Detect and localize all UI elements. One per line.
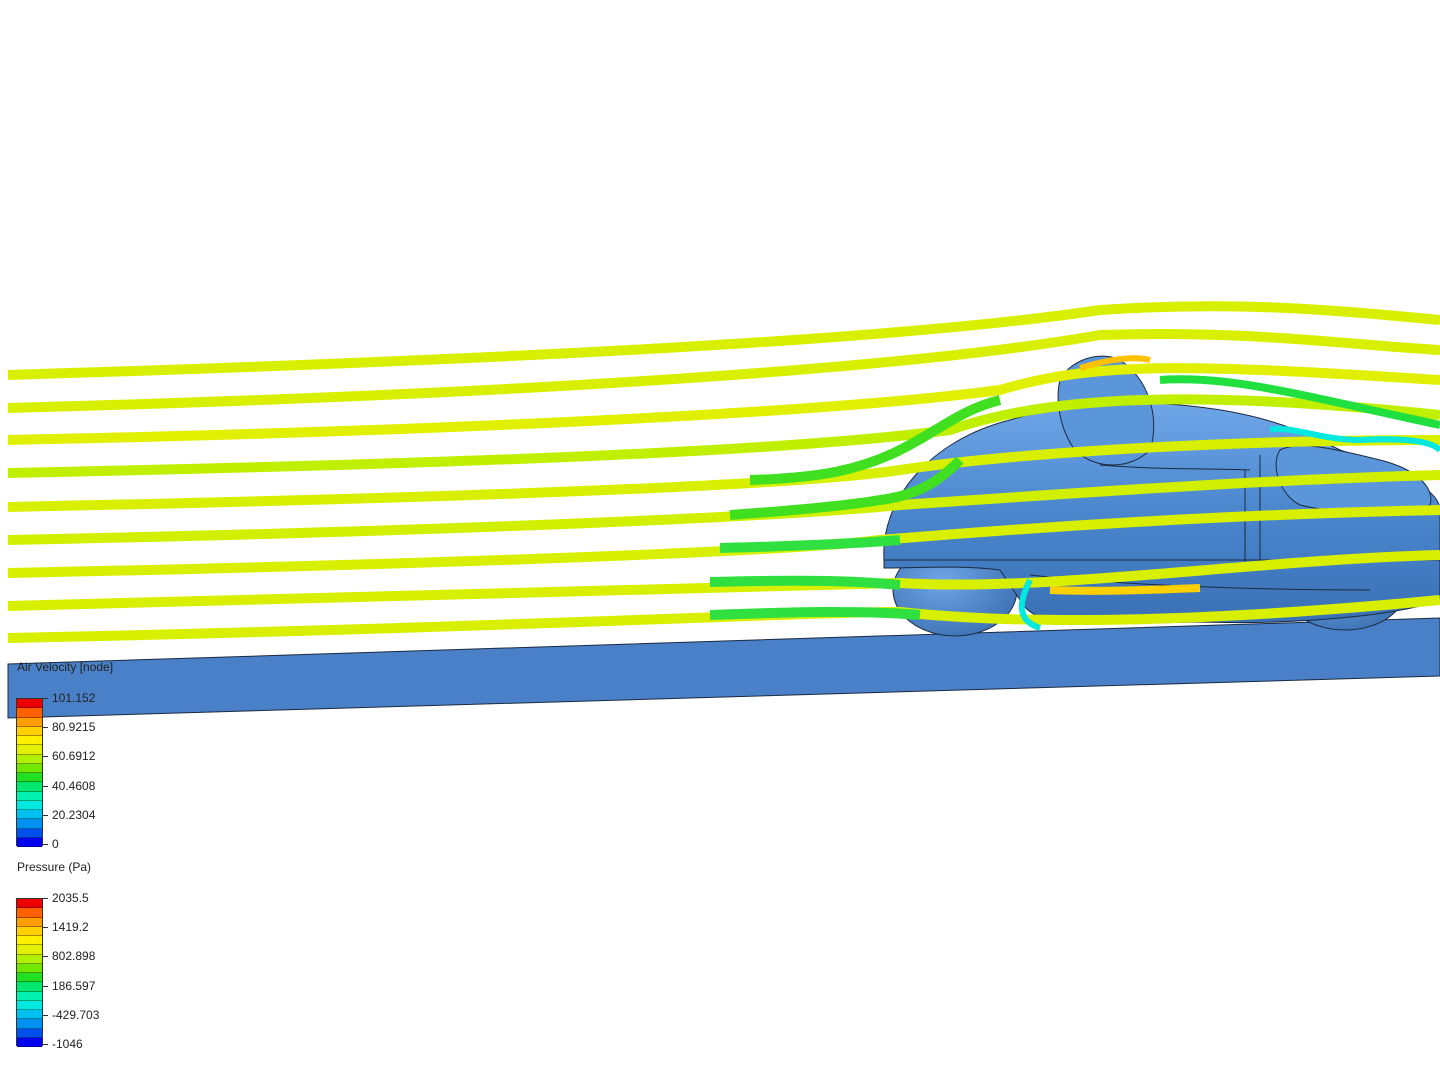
streamline xyxy=(709,575,901,590)
legend-tick xyxy=(43,756,48,758)
streamline xyxy=(749,395,1002,485)
legend-tick xyxy=(43,927,48,929)
legend-tick xyxy=(43,1044,48,1045)
color-band xyxy=(17,908,42,918)
legend-tick xyxy=(43,727,48,729)
color-band xyxy=(17,828,42,838)
legend-tick-label: 2035.5 xyxy=(52,891,89,905)
color-band xyxy=(17,954,42,964)
legend-tick-label: 0 xyxy=(52,837,59,851)
velocity-color-bar xyxy=(16,698,43,847)
color-band xyxy=(17,726,42,736)
color-band xyxy=(17,1019,42,1029)
legend-tick-label: -429.703 xyxy=(52,1007,100,1022)
color-band xyxy=(17,717,42,727)
legend-tick-label: 40.4608 xyxy=(52,778,96,793)
streamline xyxy=(7,470,1440,545)
color-band xyxy=(17,1010,42,1020)
pressure-legend-title: Pressure (Pa) xyxy=(17,860,92,874)
color-band xyxy=(17,936,42,946)
streamline xyxy=(7,363,1440,445)
streamline xyxy=(7,329,1440,413)
streamlines xyxy=(7,301,1440,643)
streamline xyxy=(729,456,964,520)
color-band xyxy=(17,773,42,783)
streamline xyxy=(1269,426,1440,453)
color-band xyxy=(17,736,42,746)
color-band xyxy=(17,791,42,801)
vehicle-model xyxy=(883,355,1440,637)
legend-tick-label: 101.152 xyxy=(52,691,96,705)
color-band xyxy=(17,837,42,847)
streamline xyxy=(709,606,921,620)
color-band xyxy=(17,810,42,820)
legend-tick-label: 1419.2 xyxy=(52,920,89,935)
color-band xyxy=(17,917,42,927)
streamline xyxy=(1049,584,1201,595)
color-band xyxy=(17,819,42,829)
color-band xyxy=(17,763,42,773)
legend-tick-label: -1046 xyxy=(52,1037,83,1051)
color-band xyxy=(17,982,42,992)
pressure-color-bar xyxy=(16,898,43,1047)
color-band xyxy=(17,708,42,718)
color-band xyxy=(17,1037,42,1047)
legend-tick-label: 186.597 xyxy=(52,978,96,993)
streamline xyxy=(1018,578,1042,631)
legend-tick xyxy=(43,698,48,699)
color-band xyxy=(17,926,42,936)
color-band xyxy=(17,782,42,792)
legend-tick-label: 802.898 xyxy=(52,949,96,964)
color-band xyxy=(17,800,42,810)
color-band xyxy=(17,754,42,764)
legend-tick xyxy=(43,814,48,816)
legend-tick xyxy=(43,844,48,845)
streamline xyxy=(1079,355,1151,371)
streamline xyxy=(7,394,1440,478)
color-band xyxy=(17,745,42,755)
color-band xyxy=(17,991,42,1001)
color-band xyxy=(17,963,42,973)
legend-tick xyxy=(43,898,48,899)
legend-tick xyxy=(43,1014,48,1016)
color-band xyxy=(17,1000,42,1010)
streamline xyxy=(7,301,1440,380)
color-band xyxy=(17,1028,42,1038)
legend-tick-label: 20.2304 xyxy=(52,807,96,822)
legend-tick xyxy=(43,956,48,958)
color-band xyxy=(17,699,42,709)
color-band xyxy=(17,945,42,955)
legend-tick-label: 60.6912 xyxy=(52,749,96,764)
streamline xyxy=(7,435,1440,512)
legend-tick xyxy=(43,785,48,787)
legend-tick xyxy=(43,985,48,987)
streamline xyxy=(719,535,901,553)
legend-tick-label: 80.9215 xyxy=(52,720,96,735)
color-band xyxy=(17,973,42,983)
color-band xyxy=(17,899,42,909)
streamline xyxy=(1159,375,1440,429)
velocity-legend-title: Air Velocity [node] xyxy=(17,660,114,674)
